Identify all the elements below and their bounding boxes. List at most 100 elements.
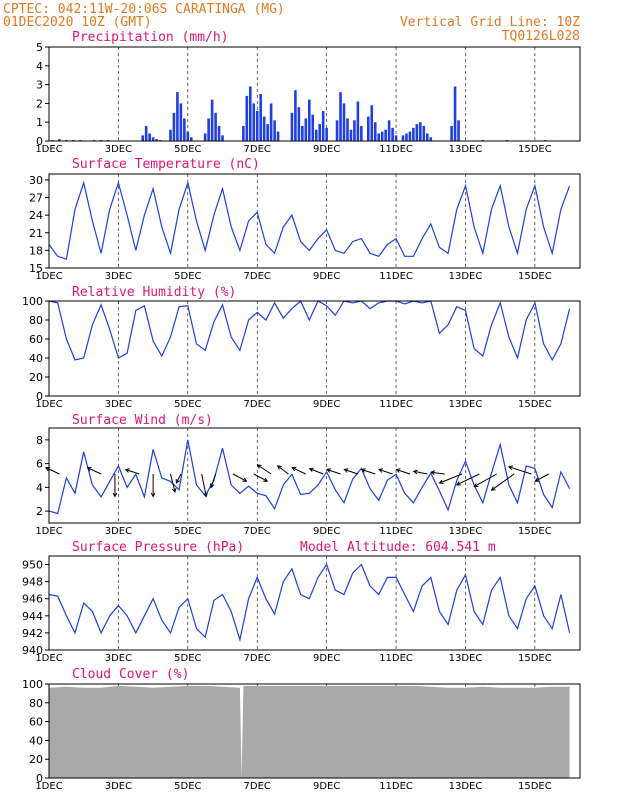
wind-x-tick-label: 11DEC xyxy=(379,526,413,537)
precip-bar xyxy=(346,118,349,141)
wind-arrow-head xyxy=(150,492,156,498)
humidity-y-tick-label: 100 xyxy=(22,295,43,308)
temp-title: Surface Temperature (nC) xyxy=(72,157,260,172)
wind-arrow-head xyxy=(360,468,366,473)
temp-frame xyxy=(48,173,581,269)
wind-arrow xyxy=(257,464,272,475)
precip-bar xyxy=(335,120,339,141)
wind-arrow xyxy=(491,473,515,491)
wind-arrow-head xyxy=(412,469,418,475)
precip-bar xyxy=(415,124,419,141)
wind-y-tick-label: 2 xyxy=(36,505,43,518)
cloud-x-tick-label: 9DEC xyxy=(313,781,340,792)
precip-bar xyxy=(425,133,429,141)
temp-x-tick-label: 3DEC xyxy=(105,271,132,282)
precip-bar xyxy=(356,101,360,141)
pressure-x-tick-label: 11DEC xyxy=(379,653,413,664)
temp-x-tick-label: 11DEC xyxy=(379,271,413,282)
wind-arrow-head xyxy=(308,467,314,473)
precip-bar xyxy=(419,122,422,141)
precip-y-tick-label: 4 xyxy=(36,60,43,73)
precip-bar xyxy=(412,127,415,141)
precip-bar xyxy=(169,129,172,141)
wind-arrow xyxy=(277,465,289,475)
wind-arrow-head xyxy=(276,465,282,470)
cloud-x-tick-label: 5DEC xyxy=(174,781,201,792)
temp-series-line xyxy=(48,180,571,260)
humidity-title: Relative Humidity (%) xyxy=(72,285,236,300)
humidity-frame xyxy=(48,300,581,397)
humidity-x-tick-label: 1DEC xyxy=(35,399,62,410)
wind-y-tick-label: 4 xyxy=(36,481,43,494)
header-grid-note: Vertical Grid Line: 10Z xyxy=(400,15,580,30)
precip-bar xyxy=(259,94,263,141)
pressure-y-tick-label: 948 xyxy=(22,576,43,589)
wind-arrow xyxy=(45,467,60,475)
humidity-y-tick-label: 60 xyxy=(29,333,43,346)
humidity-x-tick-label: 13DEC xyxy=(449,399,483,410)
precip-bar xyxy=(155,139,158,141)
wind-arrow xyxy=(232,473,247,482)
precip-bar xyxy=(183,118,186,141)
precip-bar xyxy=(422,125,426,141)
pressure-title: Surface Pressure (hPa) xyxy=(72,540,244,555)
precip-bar xyxy=(408,131,412,141)
precip-bar xyxy=(373,122,377,141)
humidity-y-tick-label: 80 xyxy=(29,314,43,327)
humidity-y-tick-label: 40 xyxy=(29,352,43,365)
pressure-x-tick-label: 1DEC xyxy=(35,653,62,664)
wind-series-line xyxy=(48,439,571,515)
wind-arrow-head xyxy=(473,482,479,488)
precip-bar xyxy=(58,139,61,141)
humidity-x-tick-label: 3DEC xyxy=(105,399,132,410)
precip-bar xyxy=(311,114,315,141)
precip-frame xyxy=(48,46,581,142)
wind-arrow xyxy=(292,467,307,475)
temp-y-tick-label: 27 xyxy=(29,192,43,205)
precip-y-tick-label: 2 xyxy=(36,97,43,110)
wind-arrow-head xyxy=(291,466,297,472)
precip-bar xyxy=(370,105,374,141)
wind-arrow-head xyxy=(203,492,208,498)
precip-bar xyxy=(349,129,353,141)
temp-y-tick-label: 24 xyxy=(29,209,43,222)
precip-bar xyxy=(401,135,405,141)
wind-arrow-head xyxy=(326,468,332,473)
humidity-x-tick-label: 15DEC xyxy=(518,399,552,410)
precip-bar xyxy=(301,125,304,141)
wind-arrow-head xyxy=(455,481,461,486)
precip-bar xyxy=(276,131,280,141)
precip-bar xyxy=(141,135,145,141)
precip-bar xyxy=(203,133,207,141)
pressure-y-tick-label: 940 xyxy=(22,644,43,657)
wind-x-tick-label: 3DEC xyxy=(105,526,132,537)
wind-arrow xyxy=(210,473,217,488)
cloud-title: Cloud Cover (%) xyxy=(72,667,189,682)
wind-arrow-head xyxy=(242,477,248,482)
precip-bar xyxy=(148,133,151,141)
wind-arrow xyxy=(175,473,182,484)
precip-x-tick-label: 15DEC xyxy=(518,144,552,155)
cloud-x-tick-label: 11DEC xyxy=(379,781,413,792)
wind-x-tick-label: 7DEC xyxy=(244,526,271,537)
humidity-x-tick-label: 9DEC xyxy=(313,399,340,410)
wind-arrow-head xyxy=(534,477,540,482)
wind-arrow-head xyxy=(343,468,349,473)
precip-bar xyxy=(314,129,318,141)
wind-arrow-head xyxy=(124,468,130,473)
cloud-x-tick-label: 15DEC xyxy=(518,781,552,792)
pressure-x-tick-label: 3DEC xyxy=(105,653,132,664)
wind-arrow-head xyxy=(378,468,384,473)
precip-y-tick-label: 1 xyxy=(36,116,43,129)
precip-bar xyxy=(450,125,453,141)
header-date: 01DEC2020 10Z (GMT) xyxy=(3,15,152,30)
precip-bar xyxy=(307,99,311,141)
temp-y-tick-label: 21 xyxy=(29,227,43,240)
precip-bar xyxy=(321,110,325,141)
wind-arrow-head xyxy=(395,468,401,473)
pressure-x-tick-label: 15DEC xyxy=(518,653,552,664)
precip-bar xyxy=(221,135,224,141)
cloud-area xyxy=(49,685,570,778)
humidity-x-tick-label: 11DEC xyxy=(379,399,413,410)
